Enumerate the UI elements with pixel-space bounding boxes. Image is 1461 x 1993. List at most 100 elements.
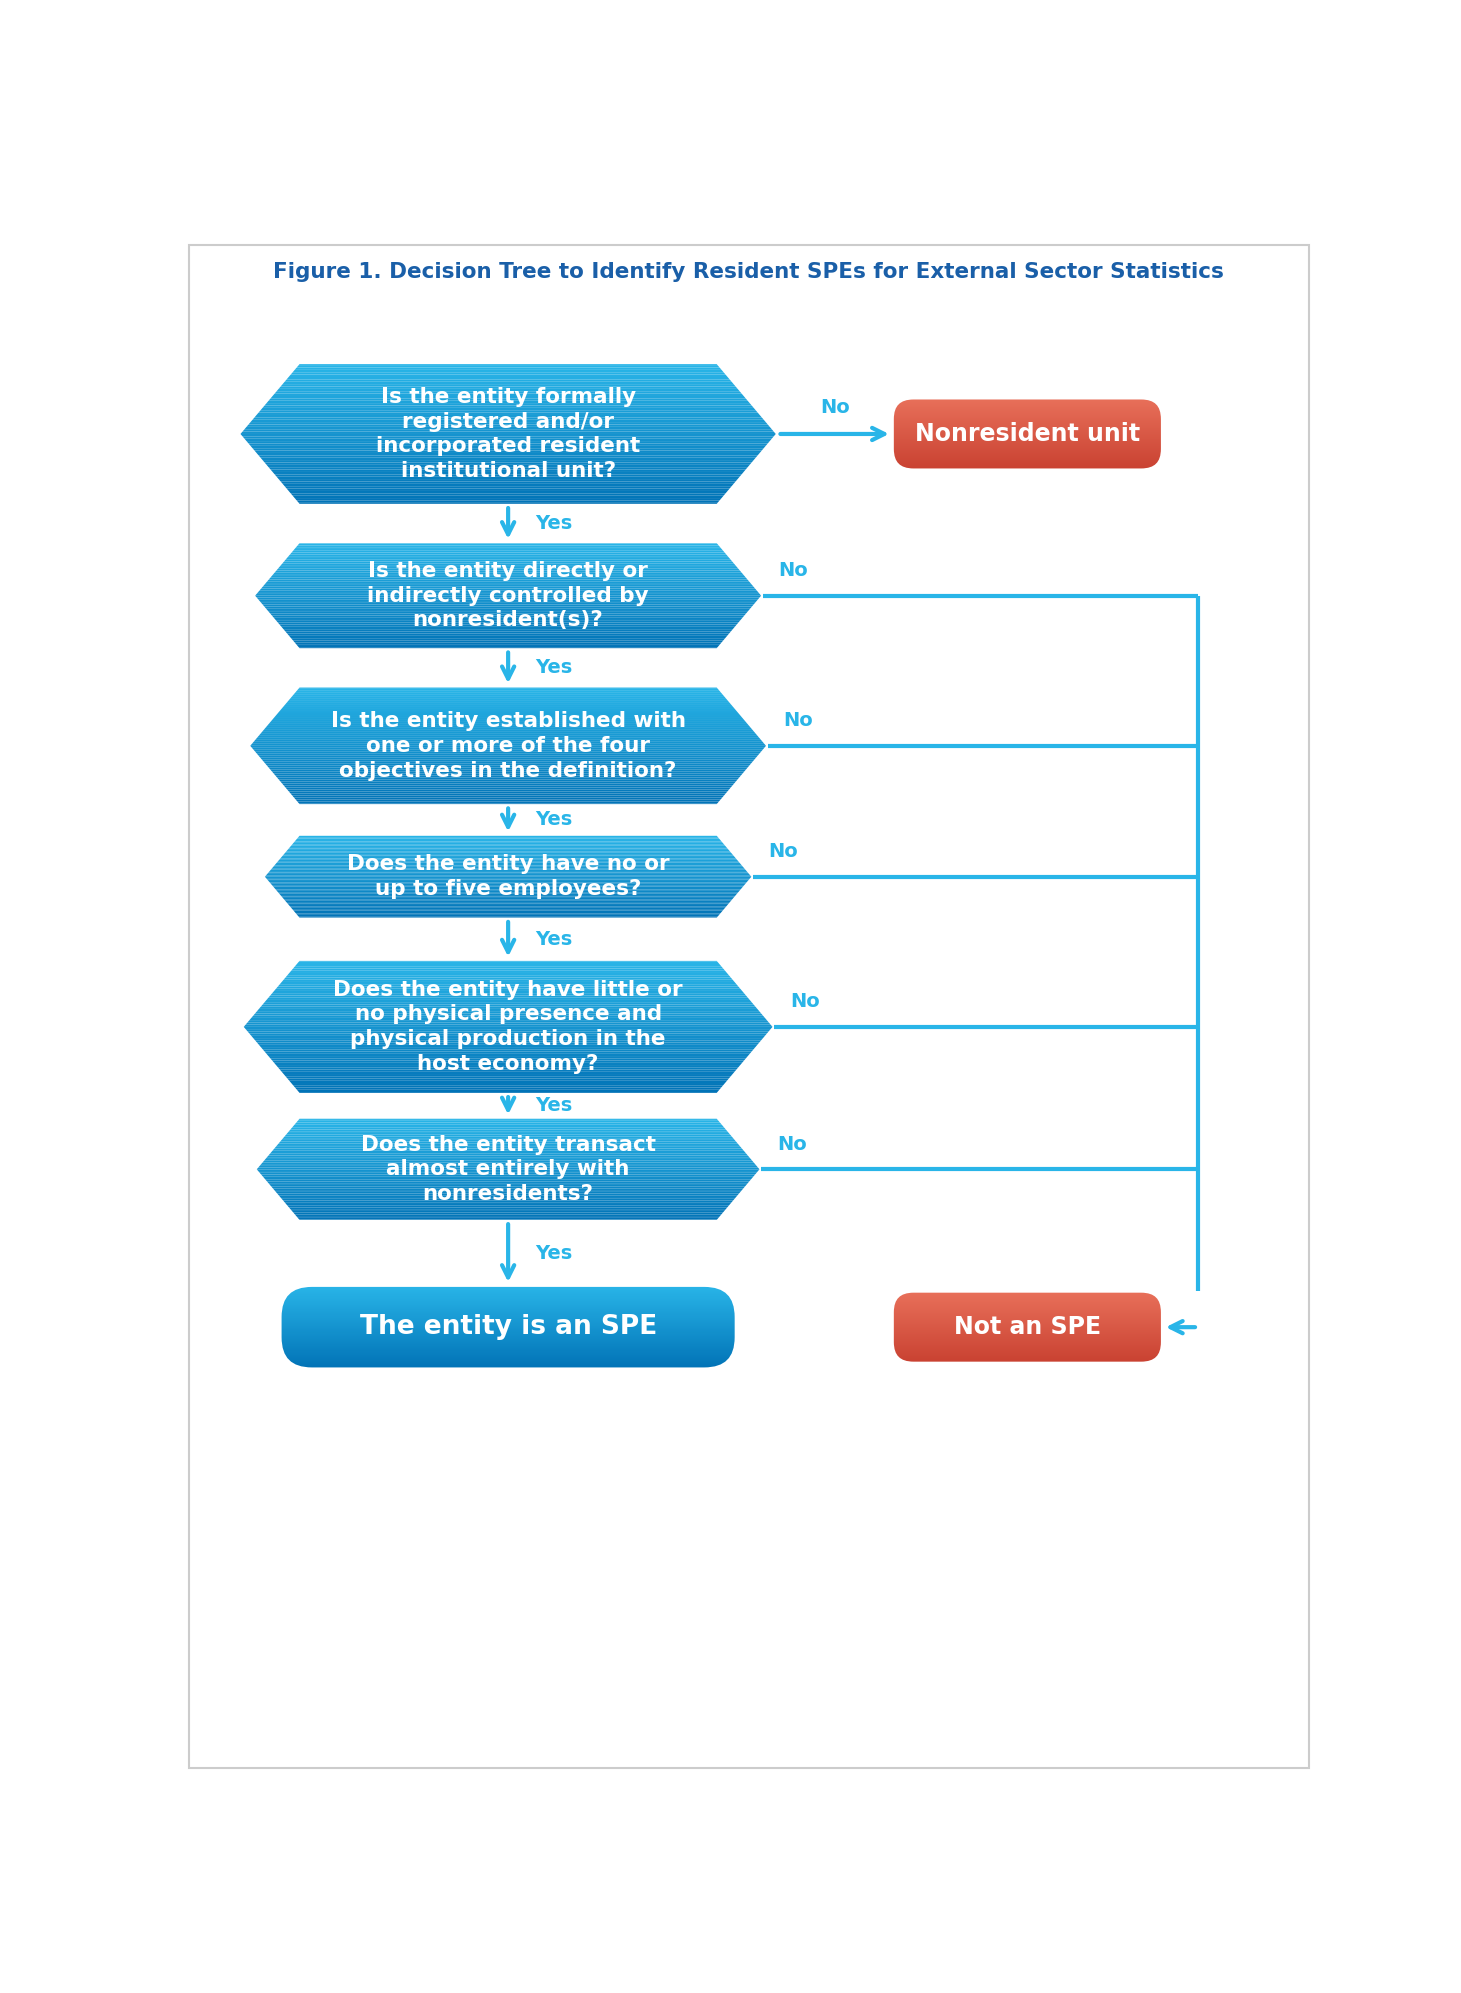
Text: Is the entity established with
one or more of the four
objectives in the definit: Is the entity established with one or mo… <box>330 712 685 781</box>
Polygon shape <box>295 500 722 502</box>
Polygon shape <box>269 1058 748 1060</box>
Polygon shape <box>264 401 751 403</box>
Polygon shape <box>269 470 748 472</box>
Polygon shape <box>272 989 744 991</box>
Polygon shape <box>270 1060 747 1062</box>
Polygon shape <box>259 458 757 460</box>
Polygon shape <box>251 1038 766 1040</box>
Polygon shape <box>253 1040 763 1042</box>
Polygon shape <box>275 389 742 391</box>
Polygon shape <box>294 1088 723 1090</box>
Polygon shape <box>260 405 755 409</box>
Polygon shape <box>295 365 722 367</box>
Polygon shape <box>243 1024 774 1026</box>
Text: No: No <box>768 843 798 861</box>
Polygon shape <box>270 991 747 993</box>
Polygon shape <box>267 399 749 401</box>
Polygon shape <box>272 1062 744 1064</box>
Polygon shape <box>273 391 744 393</box>
Polygon shape <box>281 981 736 983</box>
Polygon shape <box>295 963 722 965</box>
Polygon shape <box>262 1050 755 1052</box>
Polygon shape <box>278 983 738 985</box>
Polygon shape <box>291 967 725 969</box>
Polygon shape <box>244 425 771 427</box>
Polygon shape <box>292 498 723 500</box>
Polygon shape <box>276 985 741 987</box>
Polygon shape <box>289 373 728 375</box>
Text: Yes: Yes <box>535 514 573 532</box>
Text: Nonresident unit: Nonresident unit <box>915 423 1140 446</box>
Polygon shape <box>263 1000 754 1002</box>
Polygon shape <box>259 1004 757 1006</box>
Polygon shape <box>263 403 754 405</box>
Polygon shape <box>243 427 773 428</box>
Polygon shape <box>291 496 726 498</box>
Polygon shape <box>275 1064 742 1068</box>
Polygon shape <box>283 486 733 488</box>
Polygon shape <box>264 1054 751 1056</box>
Polygon shape <box>256 1042 761 1044</box>
Polygon shape <box>262 1002 755 1004</box>
Polygon shape <box>276 387 739 389</box>
Polygon shape <box>269 397 748 399</box>
Polygon shape <box>279 482 738 484</box>
Polygon shape <box>259 409 757 411</box>
Text: No: No <box>820 399 849 417</box>
Text: Is the entity directly or
indirectly controlled by
nonresident(s)?: Is the entity directly or indirectly con… <box>367 560 649 630</box>
Polygon shape <box>270 472 745 474</box>
Polygon shape <box>283 975 732 977</box>
Polygon shape <box>253 415 764 417</box>
FancyBboxPatch shape <box>891 1291 1163 1363</box>
Polygon shape <box>286 375 729 377</box>
FancyBboxPatch shape <box>891 397 1163 470</box>
Polygon shape <box>276 478 739 482</box>
Polygon shape <box>260 460 755 462</box>
Polygon shape <box>263 462 754 464</box>
Polygon shape <box>288 1080 729 1082</box>
Polygon shape <box>289 1082 728 1086</box>
Text: Yes: Yes <box>535 1096 573 1116</box>
Polygon shape <box>297 1092 719 1094</box>
Polygon shape <box>292 367 723 371</box>
Text: Yes: Yes <box>535 931 573 949</box>
Polygon shape <box>243 1026 774 1028</box>
Polygon shape <box>257 1006 760 1008</box>
Polygon shape <box>259 1046 757 1050</box>
Polygon shape <box>248 421 767 423</box>
Polygon shape <box>248 446 767 448</box>
Polygon shape <box>244 1022 773 1024</box>
Polygon shape <box>291 371 726 373</box>
Polygon shape <box>278 1070 738 1072</box>
FancyBboxPatch shape <box>188 245 1309 1768</box>
FancyBboxPatch shape <box>279 1285 736 1369</box>
Polygon shape <box>254 413 761 415</box>
Text: Yes: Yes <box>535 658 573 678</box>
Text: Is the entity formally
registered and/or
incorporated resident
institutional uni: Is the entity formally registered and/or… <box>375 387 640 480</box>
Polygon shape <box>251 448 766 450</box>
Text: Does the entity have little or
no physical presence and
physical production in t: Does the entity have little or no physic… <box>333 981 682 1074</box>
Polygon shape <box>297 502 719 504</box>
Polygon shape <box>285 377 732 379</box>
Polygon shape <box>257 1044 760 1046</box>
Polygon shape <box>289 494 728 496</box>
Polygon shape <box>294 965 723 967</box>
Polygon shape <box>247 1034 768 1036</box>
Polygon shape <box>264 998 751 1000</box>
Polygon shape <box>247 1018 768 1020</box>
Polygon shape <box>253 1010 763 1012</box>
Polygon shape <box>281 383 735 385</box>
Polygon shape <box>263 1052 754 1054</box>
Text: Figure 1. Decision Tree to Identify Resident SPEs for External Sector Statistics: Figure 1. Decision Tree to Identify Resi… <box>273 263 1224 283</box>
Polygon shape <box>281 1072 736 1074</box>
Polygon shape <box>238 432 777 434</box>
Polygon shape <box>245 1030 770 1034</box>
Polygon shape <box>253 450 764 452</box>
Polygon shape <box>238 434 777 436</box>
Polygon shape <box>251 417 766 421</box>
Text: The entity is an SPE: The entity is an SPE <box>359 1313 657 1339</box>
Polygon shape <box>288 971 729 973</box>
Polygon shape <box>283 379 733 383</box>
Polygon shape <box>266 995 749 998</box>
Polygon shape <box>275 987 742 989</box>
